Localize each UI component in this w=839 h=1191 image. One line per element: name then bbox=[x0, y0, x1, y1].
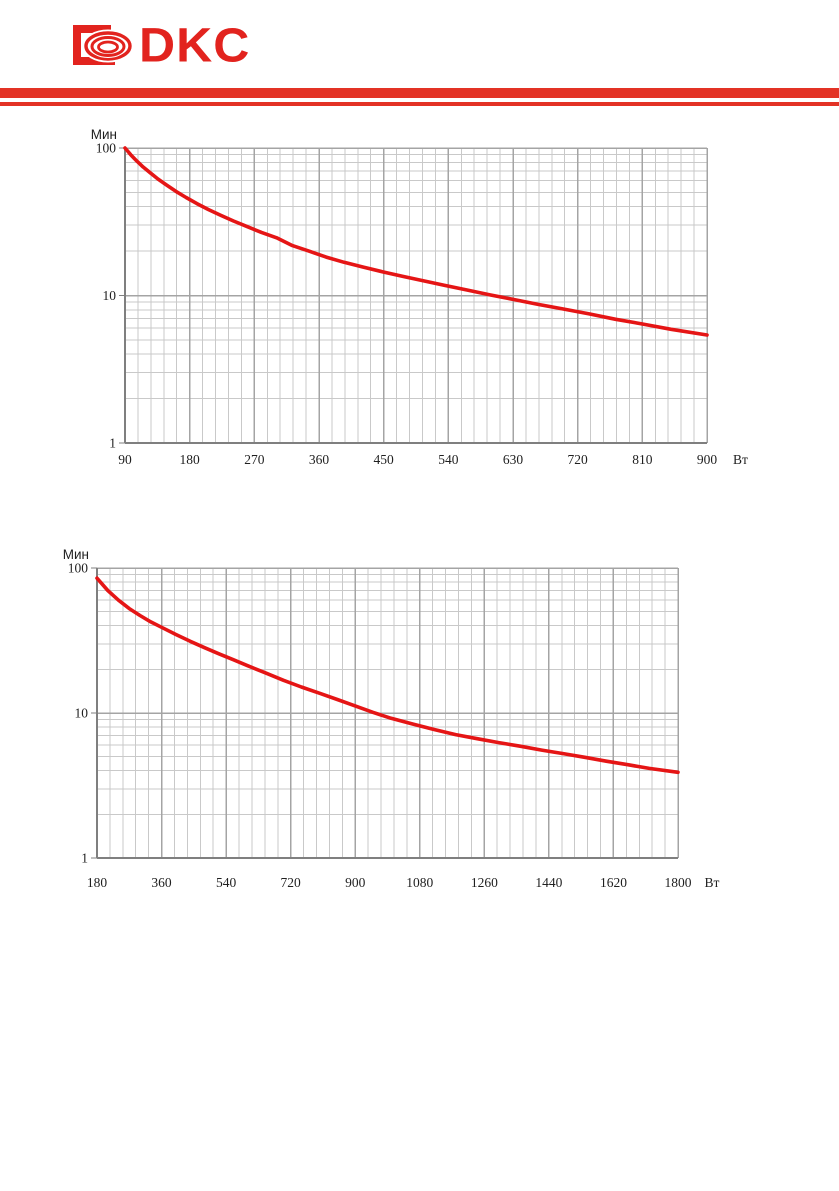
x-tick-label: 630 bbox=[503, 452, 524, 467]
x-axis-unit-label: Вт bbox=[733, 452, 748, 467]
x-tick-label: 90 bbox=[118, 452, 132, 467]
x-tick-label: 1080 bbox=[406, 875, 433, 890]
y-tick-label: 1 bbox=[109, 436, 116, 451]
x-tick-label: 540 bbox=[216, 875, 237, 890]
y-tick-label: 100 bbox=[68, 561, 89, 576]
header-rule-thick bbox=[0, 88, 839, 98]
y-axis-title: Мин bbox=[63, 547, 89, 562]
x-tick-label: 180 bbox=[180, 452, 201, 467]
dkc-logo-text: DKC bbox=[139, 18, 251, 72]
x-axis-unit-label: Вт bbox=[705, 875, 720, 890]
x-tick-label: 1260 bbox=[471, 875, 498, 890]
x-tick-label: 360 bbox=[309, 452, 330, 467]
runtime-curve bbox=[95, 576, 680, 775]
y-tick-label: 10 bbox=[103, 288, 117, 303]
x-tick-label: 900 bbox=[697, 452, 718, 467]
x-tick-label: 1440 bbox=[535, 875, 562, 890]
x-tick-label: 900 bbox=[345, 875, 366, 890]
x-tick-label: 270 bbox=[244, 452, 265, 467]
x-tick-label: 1800 bbox=[665, 875, 692, 890]
runtime-curve bbox=[123, 146, 709, 337]
x-tick-label: 1620 bbox=[600, 875, 627, 890]
x-tick-label: 450 bbox=[374, 452, 395, 467]
y-axis-title: Мин bbox=[91, 127, 117, 142]
x-tick-label: 360 bbox=[151, 875, 172, 890]
runtime-chart-2: 100 10 1 180 360 540 720 900 1080 1260 1440 1620 180… bbox=[63, 547, 720, 890]
x-tick-label: 720 bbox=[568, 452, 589, 467]
y-tick-label: 100 bbox=[96, 141, 117, 156]
x-tick-label: 720 bbox=[281, 875, 302, 890]
x-tick-label: 540 bbox=[438, 452, 459, 467]
x-tick-label: 180 bbox=[87, 875, 108, 890]
y-tick-label: 1 bbox=[81, 851, 88, 866]
y-tick-label: 10 bbox=[75, 706, 89, 721]
dkc-logo-mark-icon bbox=[73, 25, 134, 65]
x-tick-label: 810 bbox=[632, 452, 653, 467]
runtime-chart-1: 100 10 190 180 270 360 450 540 630 720 810 900 Вт Мин bbox=[91, 127, 748, 467]
header-rule-thin bbox=[0, 102, 839, 106]
dkc-logo: DKC bbox=[64, 18, 251, 72]
